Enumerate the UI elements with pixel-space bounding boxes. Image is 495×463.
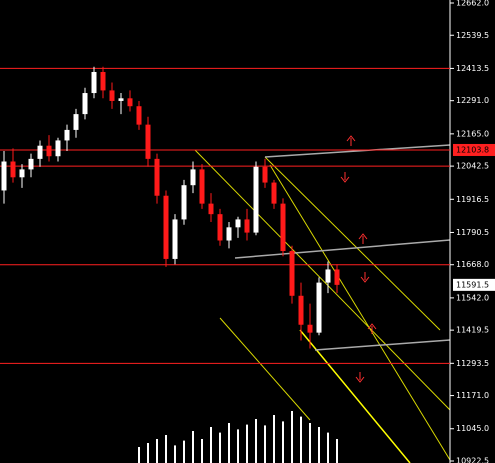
candle-body bbox=[109, 90, 115, 101]
candle-body bbox=[118, 98, 124, 101]
y-tick-label: 12662.0 bbox=[456, 0, 489, 8]
volume-bar bbox=[255, 419, 257, 463]
volume-bar bbox=[183, 440, 185, 463]
y-tick-label: 12413.5 bbox=[456, 64, 489, 73]
y-tick-label: 11419.5 bbox=[456, 326, 489, 335]
gray-line bbox=[264, 144, 451, 158]
candle-body bbox=[181, 185, 187, 220]
channel-line bbox=[264, 156, 441, 331]
candle-body bbox=[100, 71, 106, 91]
down-arrow bbox=[340, 172, 350, 183]
candle-body bbox=[253, 166, 259, 233]
up-arrow bbox=[367, 323, 377, 334]
y-tick-label: 12042.5 bbox=[456, 162, 489, 171]
candle-body bbox=[235, 219, 241, 228]
channel-line bbox=[219, 317, 311, 421]
candle-body bbox=[37, 145, 43, 159]
candle-body bbox=[55, 140, 61, 157]
candle-body bbox=[289, 251, 295, 296]
candle-body bbox=[136, 106, 142, 125]
candle-body bbox=[172, 219, 178, 259]
volume-bar bbox=[237, 429, 239, 463]
candle-body bbox=[19, 169, 25, 178]
candle-body bbox=[325, 269, 331, 283]
down-arrow bbox=[355, 372, 365, 383]
y-tick-label: 11293.5 bbox=[456, 359, 489, 368]
volume-bar bbox=[174, 445, 176, 463]
candle-body bbox=[244, 219, 250, 233]
volume-bar bbox=[165, 435, 167, 463]
up-arrow bbox=[358, 233, 368, 244]
volume-bar bbox=[273, 415, 275, 463]
candle-body bbox=[262, 166, 268, 183]
volume-bar bbox=[309, 423, 311, 463]
y-tick-label: 11171.0 bbox=[456, 391, 489, 400]
volume-bar bbox=[192, 431, 194, 463]
y-tick-label: 11916.5 bbox=[456, 195, 489, 204]
y-tick-label: 11542.0 bbox=[456, 293, 489, 302]
candle-body bbox=[91, 71, 97, 94]
volume-bar bbox=[156, 439, 158, 463]
price-marker bbox=[453, 143, 495, 156]
volume-bar bbox=[336, 439, 338, 463]
y-tick-label: 12539.5 bbox=[456, 31, 489, 40]
candle-body bbox=[199, 169, 205, 204]
volume-bar bbox=[246, 424, 248, 463]
candle-body bbox=[307, 324, 313, 333]
candle-body bbox=[1, 161, 7, 191]
trend-lines bbox=[194, 144, 451, 463]
candle-body bbox=[163, 195, 169, 259]
gray-line bbox=[234, 239, 451, 259]
y-tick-label: 12165.0 bbox=[456, 129, 489, 138]
down-arrow bbox=[360, 272, 370, 283]
candle-body bbox=[208, 203, 214, 215]
candle-body bbox=[73, 114, 79, 130]
price-marker bbox=[453, 278, 495, 291]
price-marker-label: 11591.5 bbox=[456, 280, 489, 289]
volume-bar bbox=[327, 432, 329, 463]
candle-body bbox=[82, 93, 88, 115]
y-tick-label: 11045.0 bbox=[456, 424, 489, 433]
candle-body bbox=[28, 158, 34, 170]
channel-line bbox=[269, 164, 451, 461]
candle-body bbox=[298, 295, 304, 325]
arrows bbox=[340, 135, 377, 383]
volume-bar bbox=[219, 432, 221, 463]
volume-bar bbox=[291, 411, 293, 463]
price-marker-label: 12103.8 bbox=[456, 145, 489, 154]
candle-body bbox=[127, 98, 133, 107]
candle-body bbox=[334, 269, 340, 285]
volume-bar bbox=[300, 416, 302, 463]
y-tick-label: 11668.0 bbox=[456, 260, 489, 269]
candle-body bbox=[217, 214, 223, 241]
gray-line bbox=[314, 339, 451, 351]
channel-line bbox=[194, 149, 451, 411]
volume-bar bbox=[318, 427, 320, 463]
channel-line bbox=[299, 329, 411, 463]
volume-bar bbox=[282, 421, 284, 463]
candle-body bbox=[280, 203, 286, 252]
y-tick-label: 11790.5 bbox=[456, 228, 489, 237]
candle-body bbox=[190, 169, 196, 186]
up-arrow bbox=[346, 135, 356, 146]
candle-body bbox=[64, 129, 70, 141]
y-tick-label: 12291.0 bbox=[456, 96, 489, 105]
candle-body bbox=[10, 161, 16, 178]
candle-body bbox=[316, 282, 322, 333]
candle-body bbox=[46, 145, 52, 157]
y-tick-label: 10922.5 bbox=[456, 457, 489, 463]
volume-bar bbox=[228, 423, 230, 463]
volume-bar bbox=[264, 425, 266, 463]
volume-bar bbox=[138, 447, 140, 463]
candle-body bbox=[145, 124, 151, 159]
volume-bar bbox=[147, 443, 149, 463]
volume-bar bbox=[210, 427, 212, 463]
candle-body bbox=[226, 227, 232, 241]
candle-body bbox=[271, 182, 277, 204]
candle-body bbox=[154, 158, 160, 196]
volume-bar bbox=[201, 439, 203, 463]
